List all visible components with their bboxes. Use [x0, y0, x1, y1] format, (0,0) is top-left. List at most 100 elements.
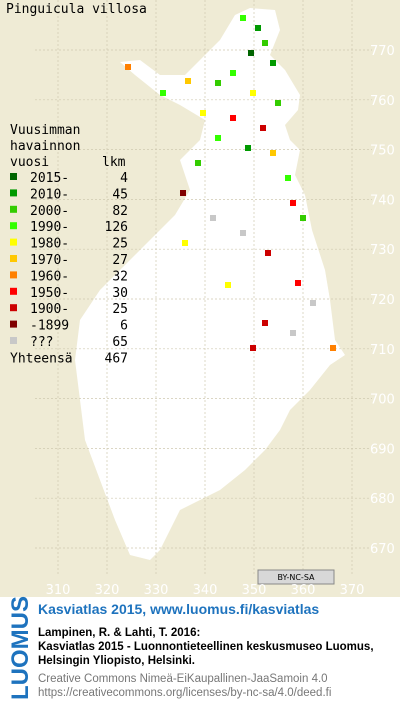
y-tick-label: 710: [370, 343, 395, 358]
square: [290, 200, 296, 206]
square: [285, 175, 291, 181]
x-tick-label: 330: [144, 583, 169, 598]
square: [310, 300, 316, 306]
y-tick-label: 730: [370, 243, 395, 258]
square: [240, 15, 246, 21]
square: [210, 215, 216, 221]
y-tick-label: 700: [370, 393, 395, 408]
legend-count: 25: [112, 302, 128, 317]
square: [248, 50, 254, 56]
x-tick-label: 340: [193, 583, 218, 598]
legend-count: 30: [112, 286, 128, 301]
square: [185, 78, 191, 84]
square: [270, 150, 276, 156]
brand: LUOMUS: [7, 596, 34, 700]
citation: Kasviatlas 2015 - Luonnontieteellinen ke…: [38, 641, 374, 653]
square: [245, 145, 251, 151]
square: [270, 60, 276, 66]
legend-swatch: [10, 189, 17, 197]
x-tick-label: 360: [291, 583, 316, 598]
y-tick-label: 720: [370, 293, 395, 308]
legend-swatch: [10, 271, 17, 279]
square: [250, 90, 256, 96]
square: [215, 80, 221, 86]
license-badge-text: BY-NC-SA: [277, 573, 315, 582]
legend-swatch: [10, 304, 17, 312]
y-tick-label: 740: [370, 193, 395, 208]
occurrence-squares: [125, 15, 336, 351]
square: [295, 280, 301, 286]
y-tick-label: 750: [370, 144, 395, 159]
x-tick-label: 370: [340, 583, 365, 598]
legend-label: -1899: [30, 319, 69, 334]
x-tick-label: 350: [242, 583, 267, 598]
legend-count: 27: [112, 253, 128, 268]
square: [262, 320, 268, 326]
legend-swatch: [10, 320, 17, 328]
legend-count-header: lkm: [102, 155, 126, 170]
legend-swatch: [10, 337, 17, 344]
square: [290, 330, 296, 336]
square: [230, 115, 236, 121]
x-tick-label: 320: [95, 583, 120, 598]
legend-swatch: [10, 238, 17, 246]
square: [195, 160, 201, 166]
square: [330, 345, 336, 351]
square: [215, 135, 221, 141]
square: [225, 282, 231, 288]
legend-label: 1950-: [30, 286, 69, 301]
citation: Lampinen, R. & Lahti, T. 2016:: [38, 627, 200, 639]
square: [255, 25, 261, 31]
square: [200, 110, 206, 116]
square: [182, 240, 188, 246]
square: [262, 40, 268, 46]
legend-count: 82: [112, 204, 128, 219]
legend-swatch: [10, 173, 17, 180]
legend-label: 1960-: [30, 269, 69, 284]
legend-count: 45: [112, 187, 128, 202]
square: [230, 70, 236, 76]
legend-label: 1980-: [30, 237, 69, 252]
square: [180, 190, 186, 196]
legend-total: 467: [105, 351, 128, 366]
square: [300, 215, 306, 221]
citation: Helsingin Yliopisto, Helsinki.: [38, 655, 195, 667]
legend-total-label: Yhteensä: [10, 351, 73, 366]
license: Creative Commons Nimeä-EiKaupallinen-Jaa…: [38, 673, 328, 685]
legend-label: 2015-: [30, 171, 69, 186]
legend-header: Vuusimman: [10, 123, 80, 138]
license-badge: [257, 569, 335, 585]
legend-label: ???: [30, 335, 53, 350]
license: https://creativecommons.org/licenses/by-…: [38, 687, 331, 699]
headline: Kasviatlas 2015, www.luomus.fi/kasviatla…: [38, 601, 319, 617]
y-tick-label: 680: [370, 492, 395, 507]
legend-count: 126: [105, 220, 128, 235]
legend-swatch: [10, 222, 17, 230]
square: [160, 90, 166, 96]
legend-count: 32: [112, 269, 128, 284]
grid: [35, 0, 372, 575]
square: [265, 250, 271, 256]
legend-count: 6: [120, 319, 128, 334]
square: [125, 64, 131, 70]
x-tick-label: 310: [46, 583, 71, 598]
legend-label: 1900-: [30, 302, 69, 317]
legend-header: vuosi: [10, 155, 49, 170]
square: [240, 230, 246, 236]
y-tick-label: 670: [370, 542, 395, 557]
legend-label: 2000-: [30, 204, 69, 219]
legend-label: 2010-: [30, 187, 69, 202]
y-tick-label: 760: [370, 94, 395, 109]
legend-count: 25: [112, 237, 128, 252]
legend-count: 4: [120, 171, 128, 186]
legend-label: 1990-: [30, 220, 69, 235]
y-tick-label: 770: [370, 44, 395, 59]
y-tick-label: 690: [370, 442, 395, 457]
square: [275, 100, 281, 106]
legend-count: 65: [112, 335, 128, 350]
legend-swatch: [10, 205, 17, 213]
country-outline: [75, 8, 345, 560]
legend-swatch: [10, 287, 17, 295]
